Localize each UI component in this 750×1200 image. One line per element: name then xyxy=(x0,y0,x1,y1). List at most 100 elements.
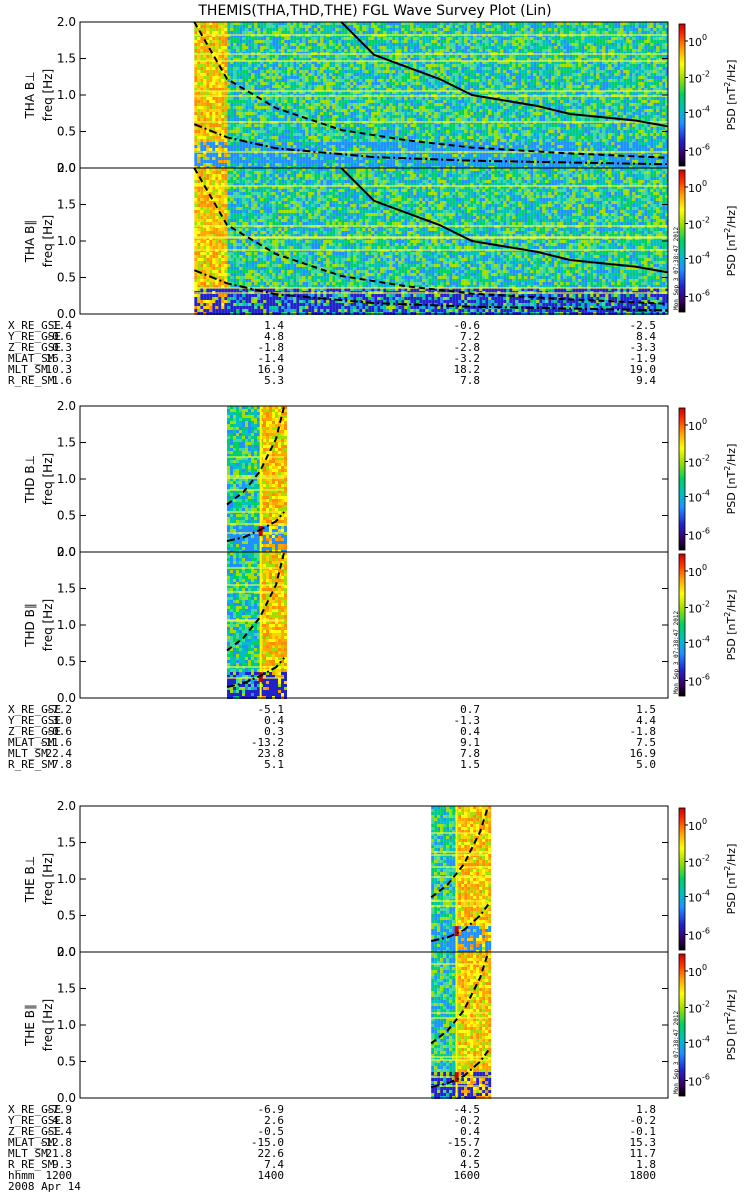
spectrogram-cell xyxy=(362,136,365,139)
spectrogram-cell xyxy=(320,55,323,58)
spectrogram-cell xyxy=(461,127,464,130)
spectrogram-cell xyxy=(497,73,500,76)
spectrogram-cell xyxy=(404,28,407,31)
spectrogram-cell xyxy=(401,100,404,103)
spectrogram-cell xyxy=(308,79,311,82)
spectrogram-cell xyxy=(236,145,239,148)
spectrogram-cell xyxy=(350,148,353,151)
spectrogram-cell xyxy=(485,85,488,88)
spectrogram-cell xyxy=(482,37,485,40)
spectrogram-cell xyxy=(302,46,305,49)
spectrogram-cell xyxy=(359,163,362,166)
spectrogram-cell xyxy=(494,82,497,85)
spectrogram-cell xyxy=(386,31,389,34)
spectrogram-cell xyxy=(359,139,362,142)
spectrogram-cell xyxy=(266,31,269,34)
spectrogram-cell xyxy=(464,148,467,151)
spectrogram-cell xyxy=(224,142,227,145)
spectrogram-cell xyxy=(218,37,221,40)
spectrogram-cell xyxy=(425,118,428,121)
spectrogram-cell xyxy=(482,127,485,130)
spectrogram-cell xyxy=(479,85,482,88)
spectrogram-cell xyxy=(404,154,407,157)
spectrogram-cell xyxy=(386,112,389,115)
spectrogram-cell xyxy=(335,145,338,148)
spectrogram-cell xyxy=(338,118,341,121)
spectrogram-cell xyxy=(197,130,200,133)
spectrogram-cell xyxy=(464,37,467,40)
spectrogram-cell xyxy=(491,31,494,34)
spectrogram-cell xyxy=(356,115,359,118)
spectrogram-cell xyxy=(194,100,197,103)
spectrogram-cell xyxy=(290,76,293,79)
spectrogram-cell xyxy=(269,163,272,166)
spectrogram-cell xyxy=(497,157,500,160)
spectrogram-cell xyxy=(227,82,230,85)
spectrogram-cell xyxy=(353,82,356,85)
spectrogram-cell xyxy=(263,73,266,76)
spectrogram-cell xyxy=(434,103,437,106)
spectrogram-cell xyxy=(203,163,206,166)
spectrogram-cell xyxy=(239,157,242,160)
spectrogram-cell xyxy=(227,127,230,130)
spectrogram-cell xyxy=(278,55,281,58)
spectrogram-cell xyxy=(440,28,443,31)
spectrogram-cell xyxy=(194,118,197,121)
spectrogram-cell xyxy=(335,37,338,40)
spectrogram-cell xyxy=(206,85,209,88)
spectrogram-cell xyxy=(332,40,335,43)
spectrogram-cell xyxy=(236,103,239,106)
spectrogram-cell xyxy=(476,118,479,121)
spectrogram-cell xyxy=(401,67,404,70)
spectrogram-cell xyxy=(197,145,200,148)
spectrogram-cell xyxy=(263,25,266,28)
spectrogram-cell xyxy=(419,106,422,109)
spectrogram-cell xyxy=(464,133,467,136)
spectrogram-cell xyxy=(254,85,257,88)
spectrogram-cell xyxy=(305,76,308,79)
spectrogram-cell xyxy=(215,154,218,157)
spectrogram-cell xyxy=(302,160,305,163)
spectrogram-cell xyxy=(224,160,227,163)
spectrogram-cell xyxy=(416,31,419,34)
spectrogram-cell xyxy=(452,115,455,118)
spectrogram-cell xyxy=(341,67,344,70)
spectrogram-cell xyxy=(251,160,254,163)
spectrogram-cell xyxy=(221,43,224,46)
spectrogram-cell xyxy=(371,127,374,130)
spectrogram-cell xyxy=(233,103,236,106)
spectrogram-cell xyxy=(494,112,497,115)
spectrogram-cell xyxy=(194,40,197,43)
spectrogram-cell xyxy=(224,112,227,115)
spectrogram-cell xyxy=(473,130,476,133)
spectrogram-cell xyxy=(302,109,305,112)
spectrogram-cell xyxy=(416,118,419,121)
spectrogram-cell xyxy=(347,154,350,157)
spectrogram-cell xyxy=(293,97,296,100)
spectrogram-cell xyxy=(338,115,341,118)
spectrogram-cell xyxy=(473,139,476,142)
spectrogram-cell xyxy=(317,148,320,151)
spectrogram-cell xyxy=(245,55,248,58)
spectrogram-cell xyxy=(416,109,419,112)
spectrogram-cell xyxy=(365,139,368,142)
spectrogram-cell xyxy=(251,25,254,28)
spectrogram-cell xyxy=(416,79,419,82)
spectrogram-cell xyxy=(302,157,305,160)
spectrogram-cell xyxy=(353,139,356,142)
spectrogram-cell xyxy=(380,139,383,142)
spectrogram-cell xyxy=(296,37,299,40)
spectrogram-cell xyxy=(350,49,353,52)
spectrogram-cell xyxy=(419,79,422,82)
spectrogram-cell xyxy=(209,31,212,34)
spectrogram-cell xyxy=(494,46,497,49)
spectrogram-cell xyxy=(431,160,434,163)
spectrogram-cell xyxy=(317,28,320,31)
spectrogram-cell xyxy=(458,100,461,103)
spectrogram-cell xyxy=(215,85,218,88)
spectrogram-cell xyxy=(485,145,488,148)
spectrogram-cell xyxy=(236,49,239,52)
spectrogram-cell xyxy=(227,46,230,49)
spectrogram-cell xyxy=(254,124,257,127)
spectrogram-cell xyxy=(227,142,230,145)
